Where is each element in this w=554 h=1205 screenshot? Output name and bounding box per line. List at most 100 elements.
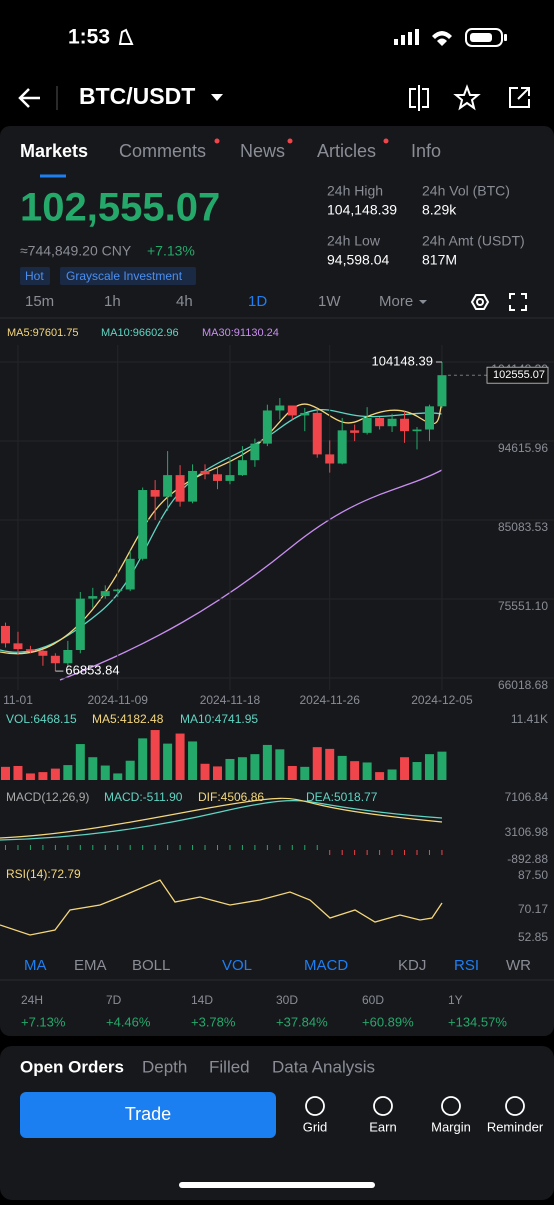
- action-label[interactable]: Margin: [431, 1119, 471, 1134]
- settings-dot: [476, 298, 484, 306]
- back-icon[interactable]: [18, 88, 40, 108]
- tag[interactable]: Hot: [25, 269, 44, 283]
- candle-body: [63, 649, 73, 664]
- last-price: 102,555.07: [20, 186, 220, 230]
- indicator[interactable]: MA: [24, 957, 47, 974]
- x-tick-label: 2024-12-05: [411, 693, 473, 707]
- stat-value: 8.29k: [422, 202, 457, 218]
- bottom-panel: [0, 1046, 554, 1200]
- trade-label[interactable]: Trade: [125, 1104, 171, 1124]
- status-icons: [394, 28, 507, 47]
- action-label[interactable]: Earn: [369, 1119, 396, 1134]
- volume-bar: [100, 765, 110, 780]
- y-tick-label: 66018.68: [498, 678, 548, 692]
- candle-body: [287, 405, 297, 416]
- volume-bar: [1, 766, 10, 780]
- tab[interactable]: Info: [411, 141, 441, 161]
- candle-body: [375, 417, 385, 427]
- rsi-legend: RSI(14):72.79: [6, 867, 81, 881]
- ma-legend: MA5:97601.75: [7, 327, 79, 339]
- action-icon[interactable]: [373, 1096, 393, 1116]
- macd-legend: MACD(12,26,9): [6, 790, 89, 804]
- interval[interactable]: 1h: [104, 293, 121, 310]
- tab[interactable]: Comments: [119, 141, 206, 161]
- vol-legend: MA5:4182.48: [92, 712, 164, 726]
- volume-bar: [300, 766, 310, 780]
- candle-body: [188, 470, 198, 502]
- action-icon[interactable]: [505, 1096, 525, 1116]
- period-change: +4.46%: [106, 1014, 151, 1029]
- candle-body: [325, 454, 335, 464]
- candle-body: [50, 655, 60, 664]
- tab[interactable]: Articles: [317, 141, 376, 161]
- cny-price: ≈744,849.20 CNY: [20, 243, 132, 259]
- settings-icon[interactable]: [470, 294, 490, 310]
- candle-body: [250, 443, 260, 461]
- header-icons[interactable]: [409, 84, 530, 111]
- volume-bar: [262, 744, 272, 780]
- candle-body: [237, 460, 247, 476]
- stat-label: 24h Vol (BTC): [422, 183, 510, 199]
- volume-bar: [13, 765, 23, 780]
- indicator[interactable]: KDJ: [398, 957, 426, 974]
- action-label[interactable]: Reminder: [487, 1119, 544, 1134]
- ma-legend: MA10:96602.96: [101, 327, 179, 339]
- vol-legend: VOL:6468.15: [6, 712, 77, 726]
- volume-bar: [113, 773, 123, 780]
- candle-body: [175, 475, 185, 502]
- volume-bar: [225, 758, 235, 780]
- more-caret: [419, 300, 427, 304]
- indicator[interactable]: VOL: [222, 957, 252, 974]
- tab[interactable]: News: [240, 141, 285, 161]
- volume-bar: [350, 761, 360, 780]
- y-tick-label: 94615.96: [498, 441, 548, 455]
- volume-bar: [287, 765, 297, 780]
- tab[interactable]: Markets: [20, 141, 88, 161]
- candle-body: [312, 412, 322, 455]
- volume-bar: [387, 769, 397, 780]
- price-change: +7.13%: [147, 243, 195, 259]
- stat-label: 24h High: [327, 183, 383, 199]
- volume-bar: [200, 763, 210, 780]
- candle-body: [362, 417, 372, 433]
- action-label[interactable]: Grid: [303, 1119, 328, 1134]
- macd-tick: 7106.84: [505, 790, 549, 804]
- indicator[interactable]: RSI: [454, 957, 479, 974]
- candle-body: [387, 418, 397, 427]
- volume-bar: [188, 741, 198, 780]
- interval[interactable]: 1W: [318, 293, 341, 310]
- candle-body: [337, 430, 347, 464]
- bottom-tab[interactable]: Data Analysis: [272, 1057, 375, 1076]
- fullscreen-icon[interactable]: [509, 293, 527, 311]
- bottom-tab[interactable]: Open Orders: [20, 1057, 124, 1076]
- interval[interactable]: 15m: [25, 293, 54, 310]
- interval[interactable]: 1D: [248, 293, 267, 310]
- indicator[interactable]: MACD: [304, 957, 348, 974]
- mute-icon: [118, 28, 134, 45]
- candle-body: [113, 589, 123, 592]
- candle-body: [100, 591, 110, 597]
- action-icon[interactable]: [305, 1096, 325, 1116]
- trade-button[interactable]: [20, 1092, 276, 1138]
- tag[interactable]: Grayscale Investment: [66, 269, 183, 283]
- pair-caret[interactable]: [211, 94, 223, 101]
- interval[interactable]: 4h: [176, 293, 193, 310]
- panel: [0, 126, 554, 1036]
- action-icon[interactable]: [441, 1096, 461, 1116]
- indicator[interactable]: EMA: [74, 957, 107, 974]
- vol-max: 11.41K: [511, 712, 548, 726]
- candle-body: [75, 598, 85, 650]
- indicator[interactable]: BOLL: [132, 957, 170, 974]
- volume-bar: [412, 762, 422, 780]
- x-tick-label: 2024-11-09: [87, 693, 148, 707]
- rsi-tick: 70.17: [518, 902, 548, 916]
- notify-dot: [383, 138, 389, 144]
- bottom-tab[interactable]: Filled: [209, 1057, 250, 1076]
- indicator[interactable]: WR: [506, 957, 531, 974]
- bottom-tab[interactable]: Depth: [142, 1057, 187, 1076]
- period: 24H: [21, 993, 43, 1007]
- interval[interactable]: More: [379, 293, 413, 310]
- period: 7D: [106, 993, 122, 1007]
